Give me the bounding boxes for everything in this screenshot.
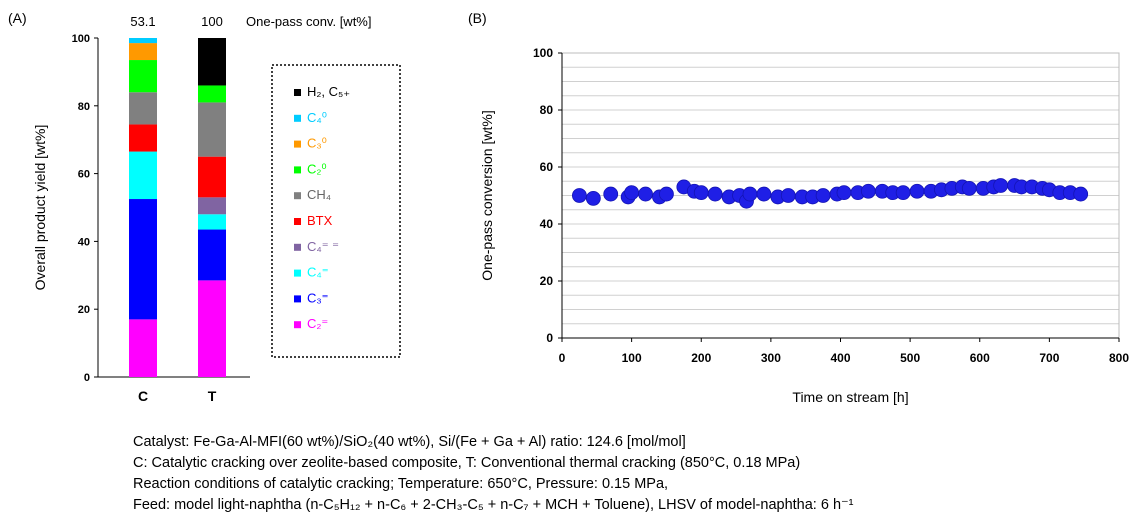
bar-segment (198, 102, 226, 156)
bar-segment (129, 199, 157, 319)
panel-b-x-tick-label: 200 (691, 351, 711, 365)
legend-label: C₂⁼ (307, 316, 328, 331)
bar-segment (129, 60, 157, 92)
caption-line-4: Feed: model light-naphtha (n-C₅H₁₂ + n-C… (133, 495, 854, 516)
legend-label: C₄⁰ (307, 110, 327, 125)
panel-b-y-tick-label: 20 (540, 274, 554, 288)
bar-segment (198, 157, 226, 198)
legend-box (272, 65, 400, 357)
panel-b-x-tick-label: 0 (559, 351, 566, 365)
legend-label: H₂, C₅₊ (307, 84, 350, 99)
caption-line-3: Reaction conditions of catalytic crackin… (133, 474, 854, 495)
scatter-point (781, 189, 795, 203)
panel-a-category-label: C (138, 388, 148, 404)
scatter-point (708, 187, 722, 201)
legend-marker (294, 166, 301, 173)
legend-marker (294, 295, 301, 302)
panel-b-x-tick-label: 400 (830, 351, 850, 365)
panel-a-y-tick-label: 60 (78, 169, 90, 181)
panel-a-conversion-label: 100 (201, 14, 223, 29)
panel-a-y-tick-label: 0 (84, 372, 90, 384)
panel-a-label: (A) (8, 10, 27, 26)
panel-b-label: (B) (468, 10, 487, 26)
caption-line-2: C: Catalytic cracking over zeolite-based… (133, 453, 854, 474)
bar-segment (198, 85, 226, 102)
bar-segment (129, 92, 157, 124)
scatter-point (743, 187, 757, 201)
legend-marker (294, 321, 301, 328)
legend-label: C₄⁼ (307, 265, 329, 280)
scatter-point (586, 191, 600, 205)
panel-b-x-tick-label: 300 (761, 351, 781, 365)
bar-segment (198, 230, 226, 281)
legend-label: C₃⁼ (307, 290, 329, 305)
scatter-point (639, 187, 653, 201)
scatter-point (896, 186, 910, 200)
panel-a-conversion-title: One-pass conv. [wt%] (246, 14, 371, 29)
bar-segment (129, 43, 157, 60)
panel-b-x-axis-title: Time on stream [h] (792, 389, 908, 405)
legend-marker (294, 244, 301, 251)
panel-a-y-tick-label: 20 (78, 304, 90, 316)
scatter-point (604, 187, 618, 201)
panel-b-y-tick-label: 0 (546, 331, 553, 345)
panel-b-x-tick-label: 700 (1039, 351, 1059, 365)
legend-marker (294, 270, 301, 277)
panel-b-y-tick-label: 100 (533, 46, 553, 60)
legend-label: C₄⁼ ⁼ (307, 239, 339, 254)
legend-label: C₂⁰ (307, 161, 327, 176)
bar-segment (198, 214, 226, 229)
bar-segment (198, 280, 226, 377)
legend-marker (294, 115, 301, 122)
legend-marker (294, 192, 301, 199)
panel-a-y-tick-label: 40 (78, 236, 90, 248)
legend-marker (294, 218, 301, 225)
panel-a-category-label: T (208, 388, 217, 404)
scatter-point (694, 186, 708, 200)
bar-segment (129, 319, 157, 377)
scatter-point (910, 184, 924, 198)
scatter-point (816, 189, 830, 203)
panel-b-x-tick-label: 800 (1109, 351, 1129, 365)
panel-b-x-tick-label: 600 (970, 351, 990, 365)
legend-label: BTX (307, 213, 333, 228)
panel-b-y-tick-label: 60 (540, 160, 554, 174)
bar-segment (129, 38, 157, 43)
bar-segment (198, 38, 226, 85)
panel-b-y-tick-label: 40 (540, 217, 554, 231)
panel-a-y-axis-title: Overall product yield [wt%] (32, 125, 48, 291)
panel-a-y-tick-label: 100 (72, 33, 90, 45)
scatter-point (572, 189, 586, 203)
legend-marker (294, 89, 301, 96)
scatter-point (659, 187, 673, 201)
bar-segment (198, 197, 226, 214)
panel-a-conversion-label: 53.1 (130, 14, 155, 29)
legend-label: C₃⁰ (307, 136, 327, 151)
bar-segment (129, 124, 157, 151)
scatter-point (861, 184, 875, 198)
panel-a-y-tick-label: 80 (78, 101, 90, 113)
legend-marker (294, 141, 301, 148)
scatter-point (1074, 187, 1088, 201)
caption-line-1: Catalyst: Fe-Ga-Al-MFI(60 wt%)/SiO₂(40 w… (133, 432, 854, 453)
figure: (A) 0 20 40 60 80 100 Overall product yield [wt… (0, 0, 1138, 430)
scatter-point (757, 187, 771, 201)
bar-segment (129, 152, 157, 199)
scatter-point (837, 186, 851, 200)
scatter-point (625, 186, 639, 200)
panel-b-y-axis-title: One-pass conversion [wt%] (479, 110, 495, 280)
scatter-point (994, 179, 1008, 193)
panel-b-y-tick-label: 80 (540, 103, 554, 117)
panel-b-x-tick-label: 100 (622, 351, 642, 365)
panel-b-x-tick-label: 500 (900, 351, 920, 365)
legend-label: CH₄ (307, 187, 331, 202)
caption: Catalyst: Fe-Ga-Al-MFI(60 wt%)/SiO₂(40 w… (133, 432, 854, 516)
scatter-point (962, 181, 976, 195)
